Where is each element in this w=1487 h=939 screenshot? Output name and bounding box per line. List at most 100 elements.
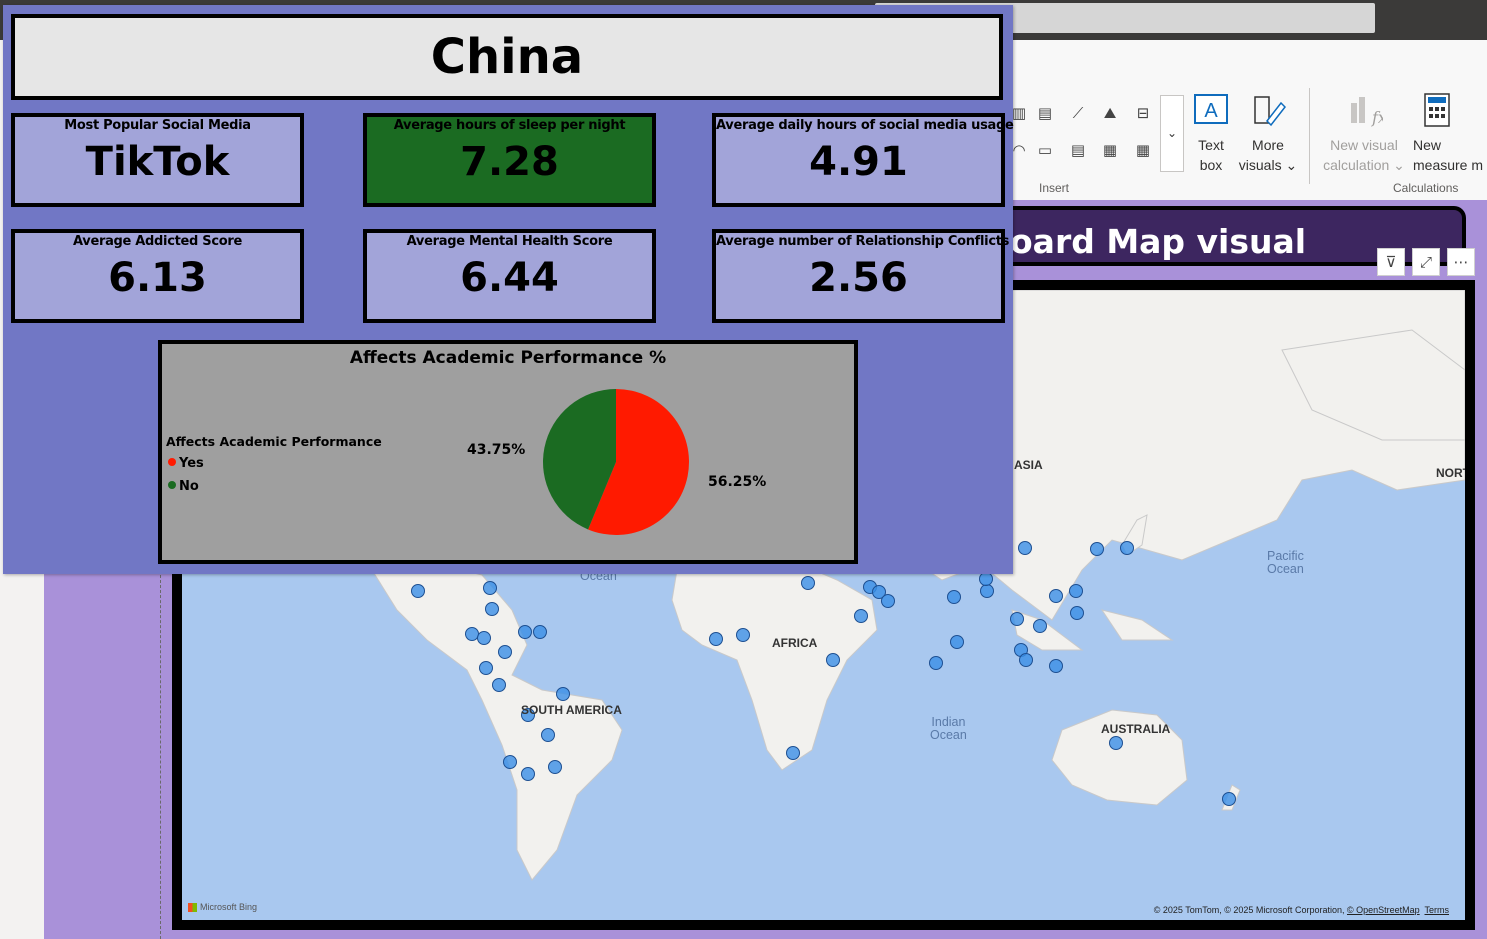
pie-slice-no[interactable]	[543, 389, 616, 530]
map-marker[interactable]	[521, 767, 535, 781]
table-icon[interactable]: ▦	[1102, 141, 1118, 159]
map-label-africa: AFRICA	[772, 636, 818, 650]
calculations-group-label: Calculations	[1393, 181, 1459, 195]
new-visual-calculation-button[interactable]: fx New visual calculation ⌄	[1318, 93, 1410, 175]
legend-label-yes: Yes	[179, 456, 204, 471]
map-marker[interactable]	[979, 572, 993, 586]
country-title-card: China	[11, 14, 1003, 100]
text-box-icon: A	[1192, 93, 1230, 131]
popular-social-media-card: Most Popular Social Media TikTok	[11, 113, 304, 207]
map-marker[interactable]	[533, 625, 547, 639]
map-marker[interactable]	[483, 581, 497, 595]
map-marker[interactable]	[411, 584, 425, 598]
map-marker[interactable]	[479, 661, 493, 675]
text-box-button[interactable]: A Text box	[1188, 93, 1234, 175]
map-marker[interactable]	[1033, 619, 1047, 633]
card-value: TikTok	[85, 139, 230, 185]
new-measure-button[interactable]: New measure m	[1410, 93, 1487, 175]
legend-item-no[interactable]: No	[168, 479, 199, 494]
map-marker[interactable]	[1049, 659, 1063, 673]
card-label: Average hours of sleep per night	[393, 118, 626, 133]
legend-item-yes[interactable]: Yes	[168, 456, 204, 471]
daily-usage-card: Average daily hours of social media usag…	[712, 113, 1014, 207]
ribbon-separator	[1309, 88, 1310, 184]
more-visuals-label: More visuals ⌄	[1238, 137, 1298, 173]
map-marker[interactable]	[881, 594, 895, 608]
map-marker[interactable]	[556, 687, 570, 701]
map-marker[interactable]	[854, 609, 868, 623]
map-marker[interactable]	[1019, 653, 1033, 667]
card-label: Average Addicted Score	[72, 234, 243, 249]
map-marker[interactable]	[1120, 541, 1134, 555]
map-marker[interactable]	[492, 678, 506, 692]
card-value: 6.44	[460, 255, 559, 301]
map-marker[interactable]	[1049, 589, 1063, 603]
gauge-icon[interactable]: ◠	[1012, 141, 1026, 159]
multi-row-card-icon[interactable]: ▤	[1070, 141, 1086, 159]
card-value: 6.13	[108, 255, 207, 301]
map-label-pacific-ocean: Pacific Ocean	[1267, 549, 1304, 576]
more-visuals-icon	[1249, 93, 1287, 131]
map-marker[interactable]	[465, 627, 479, 641]
card-value: 7.28	[460, 139, 559, 185]
funnel-chart-icon[interactable]: ⊟	[1136, 104, 1150, 122]
map-marker[interactable]	[1070, 606, 1084, 620]
focus-mode-icon[interactable]: ⤢	[1412, 248, 1440, 276]
calculator-icon	[1420, 93, 1458, 131]
map-marker[interactable]	[947, 590, 961, 604]
map-marker[interactable]	[1069, 584, 1083, 598]
filter-icon[interactable]: ⊽	[1377, 248, 1405, 276]
map-marker[interactable]	[541, 728, 555, 742]
card-value: 2.56	[809, 255, 908, 301]
map-marker[interactable]	[736, 628, 750, 642]
map-credit-text: © 2025 TomTom, © 2025 Microsoft Corporat…	[1153, 905, 1345, 915]
area-chart-icon[interactable]: ⛰	[1103, 104, 1117, 122]
map-marker[interactable]	[950, 635, 964, 649]
more-visuals-button[interactable]: More visuals ⌄	[1236, 93, 1300, 175]
line-chart-icon[interactable]: ⟋	[1072, 104, 1084, 122]
pie-chart	[543, 389, 690, 535]
map-marker[interactable]	[521, 708, 535, 722]
country-name: China	[430, 29, 584, 85]
card-123-icon[interactable]: ▭	[1037, 141, 1053, 159]
map-marker[interactable]	[980, 584, 994, 598]
more-options-icon[interactable]: ⋯	[1447, 248, 1475, 276]
card-label: Average number of Relationship Conflicts	[716, 234, 1010, 249]
map-markers	[411, 541, 1236, 806]
map-marker[interactable]	[786, 746, 800, 760]
stacked-bar-chart-icon[interactable]: ▥	[1011, 104, 1027, 122]
text-box-label: Text box	[1198, 137, 1224, 173]
map-marker[interactable]	[872, 585, 886, 599]
map-marker[interactable]	[1090, 542, 1104, 556]
pie-slice-yes[interactable]	[588, 389, 690, 535]
map-marker[interactable]	[929, 656, 943, 670]
map-marker[interactable]	[826, 653, 840, 667]
map-marker[interactable]	[1010, 612, 1024, 626]
card-label: Average daily hours of social media usag…	[716, 118, 1014, 133]
academic-performance-pie-card[interactable]: Affects Academic Performance % Affects A…	[158, 340, 858, 564]
map-marker[interactable]	[518, 625, 532, 639]
map-marker[interactable]	[1222, 792, 1236, 806]
openstreetmap-link[interactable]: © OpenStreetMap	[1346, 905, 1420, 915]
map-marker[interactable]	[485, 602, 499, 616]
legend-title: Affects Academic Performance	[166, 434, 382, 449]
clustered-column-chart-icon[interactable]: ▤	[1037, 104, 1053, 122]
map-credit: © 2025 TomTom, © 2025 Microsoft Corporat…	[1154, 905, 1449, 915]
bing-text: Microsoft Bing	[200, 901, 258, 912]
map-marker[interactable]	[709, 632, 723, 646]
mental-health-score-card: Average Mental Health Score 6.44	[363, 229, 656, 323]
map-marker[interactable]	[1018, 541, 1032, 555]
gallery-expand-chevron-icon[interactable]: ⌄	[1160, 95, 1184, 172]
map-marker[interactable]	[1109, 736, 1123, 750]
terms-link[interactable]: Terms	[1424, 905, 1450, 915]
map-marker[interactable]	[548, 760, 562, 774]
map-marker[interactable]	[503, 755, 517, 769]
slice-label-no: 43.75%	[467, 442, 526, 458]
map-marker[interactable]	[498, 645, 512, 659]
map-marker[interactable]	[477, 631, 491, 645]
legend-label-no: No	[179, 479, 199, 494]
addicted-score-card: Average Addicted Score 6.13	[11, 229, 304, 323]
matrix-icon[interactable]: ▦	[1135, 141, 1151, 159]
new-visual-calculation-label: New visual calculation ⌄	[1323, 137, 1405, 173]
map-marker[interactable]	[801, 576, 815, 590]
